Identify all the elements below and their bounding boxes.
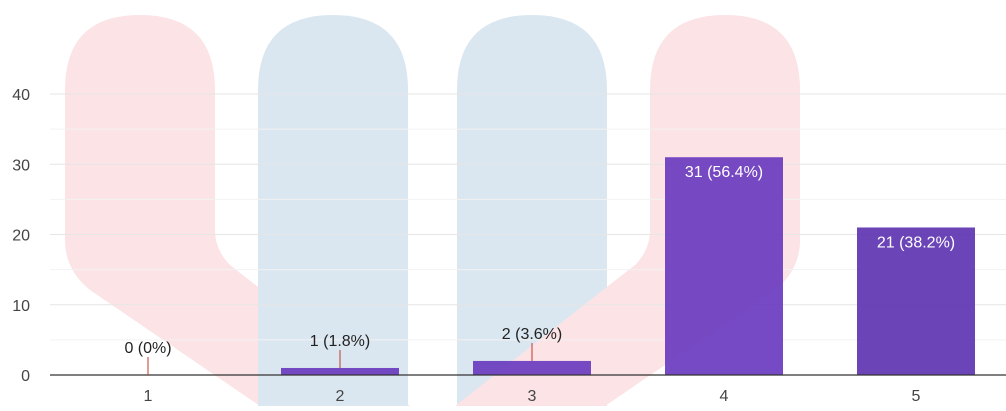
data-label: 1 (1.8%) [310, 333, 370, 350]
data-label: 0 (0%) [124, 340, 171, 357]
bar-4[interactable] [665, 157, 783, 375]
data-labels: 0 (0%) 1 (1.8%) 2 (3.6%) 31 (56.4%) 21 (38.2… [124, 164, 955, 375]
y-axis: 0 10 20 30 40 [12, 87, 30, 385]
bar-2[interactable] [281, 367, 399, 375]
y-tick-label: 30 [12, 157, 30, 174]
x-tick-label: 3 [528, 388, 537, 405]
bar-3[interactable] [473, 360, 591, 375]
y-tick-label: 20 [12, 228, 30, 245]
y-tick-label: 40 [12, 87, 30, 104]
data-label: 2 (3.6%) [502, 326, 562, 343]
y-tick-label: 0 [21, 368, 30, 385]
bar-5[interactable] [857, 227, 975, 375]
x-tick-label: 2 [336, 388, 345, 405]
bars [281, 157, 975, 375]
x-axis: 1 2 3 4 5 [50, 374, 1006, 405]
y-tick-label: 10 [12, 298, 30, 315]
x-tick-label: 5 [912, 388, 921, 405]
data-label: 21 (38.2%) [877, 234, 955, 251]
x-tick-label: 1 [144, 388, 153, 405]
data-label: 31 (56.4%) [685, 164, 763, 181]
x-tick-label: 4 [720, 388, 729, 405]
grid-lines [50, 93, 1006, 341]
